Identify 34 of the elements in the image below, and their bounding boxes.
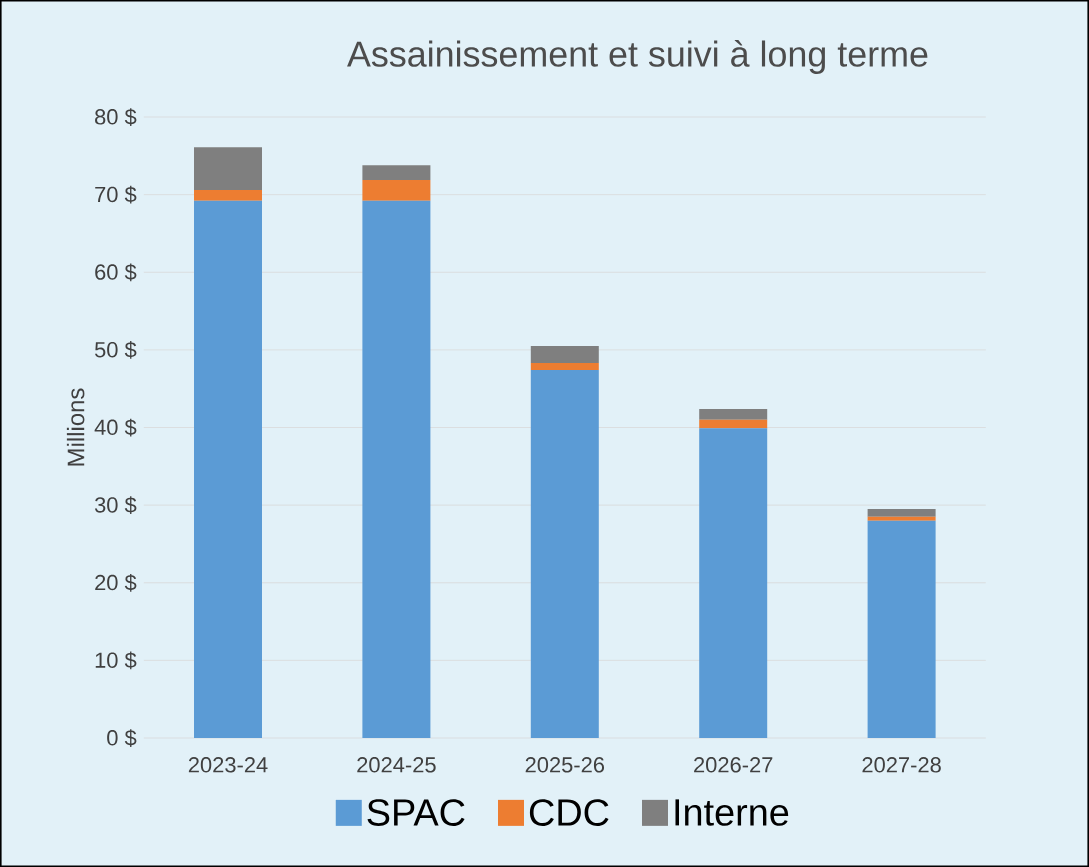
x-tick-label: 2027-28 (862, 757, 941, 773)
bar (699, 428, 768, 738)
x-tick-label: 2025-26 (525, 757, 605, 773)
bar (867, 520, 936, 738)
bar (362, 200, 431, 738)
legend-label: SPAC (367, 799, 465, 826)
bar (530, 363, 599, 371)
y-tick-label: 70 $ (95, 185, 137, 204)
y-tick-label: 0 $ (107, 729, 137, 747)
bar (194, 200, 262, 738)
bar (699, 408, 768, 420)
y-tick-label: 80 $ (95, 108, 137, 126)
x-tick-label: 2024-25 (357, 757, 436, 773)
x-tick-label: 2023-24 (188, 757, 268, 773)
bar (362, 179, 431, 201)
y-tick-label: 30 $ (94, 496, 137, 515)
bar (194, 147, 262, 190)
y-tick-label: 20 $ (95, 573, 137, 592)
bar (530, 346, 599, 364)
y-tick-label: 50 $ (94, 341, 137, 359)
y-tick-label: 40 $ (94, 418, 137, 437)
bar (362, 165, 431, 180)
bar (699, 419, 768, 429)
y-tick-label: 10 $ (95, 651, 137, 670)
legend-label: CDC (529, 799, 609, 826)
bar (867, 509, 936, 517)
bar (867, 516, 936, 521)
bar (530, 370, 599, 738)
chart-title: Assainissement et suivi à long terme (347, 40, 928, 74)
x-tick-label: 2026-27 (694, 757, 773, 773)
y-tick-label: 60 $ (95, 263, 137, 282)
bar (194, 189, 262, 201)
legend-label: Interne (675, 799, 789, 826)
y-axis-title: Millions (66, 388, 85, 466)
